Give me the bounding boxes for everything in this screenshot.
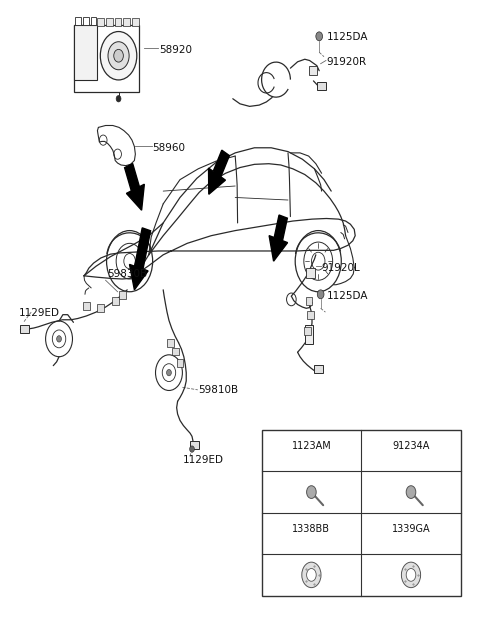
Polygon shape bbox=[130, 228, 151, 290]
Circle shape bbox=[406, 485, 416, 498]
Bar bbox=[317, 82, 326, 90]
Text: 1123AM: 1123AM bbox=[291, 441, 331, 451]
Bar bbox=[305, 325, 313, 344]
Bar bbox=[172, 348, 179, 355]
Text: 1129ED: 1129ED bbox=[182, 455, 223, 465]
Text: 1129ED: 1129ED bbox=[19, 308, 60, 318]
Circle shape bbox=[108, 42, 129, 70]
Circle shape bbox=[406, 568, 416, 581]
Polygon shape bbox=[208, 150, 229, 194]
Text: 1338BB: 1338BB bbox=[292, 524, 330, 534]
Circle shape bbox=[316, 32, 323, 41]
Polygon shape bbox=[125, 164, 144, 210]
Circle shape bbox=[307, 568, 316, 581]
Bar bbox=[112, 297, 119, 305]
Bar bbox=[123, 18, 130, 26]
Bar bbox=[83, 17, 89, 25]
Bar bbox=[306, 297, 312, 305]
Bar bbox=[106, 18, 113, 26]
Text: 58960: 58960 bbox=[153, 143, 186, 153]
Circle shape bbox=[317, 290, 324, 299]
Circle shape bbox=[114, 50, 123, 62]
Text: 91234A: 91234A bbox=[392, 441, 430, 451]
Text: 59810B: 59810B bbox=[198, 385, 239, 396]
Circle shape bbox=[100, 31, 137, 80]
Bar bbox=[83, 302, 90, 310]
Bar bbox=[304, 327, 311, 335]
Circle shape bbox=[116, 96, 121, 102]
Bar bbox=[119, 291, 126, 299]
Bar bbox=[91, 17, 96, 25]
Bar bbox=[20, 325, 29, 333]
Circle shape bbox=[307, 485, 316, 498]
FancyBboxPatch shape bbox=[74, 25, 97, 80]
Text: 91920R: 91920R bbox=[326, 57, 367, 67]
Bar bbox=[115, 18, 121, 26]
Circle shape bbox=[302, 562, 321, 587]
Bar bbox=[75, 17, 81, 25]
Text: 1339GA: 1339GA bbox=[392, 524, 430, 534]
Circle shape bbox=[167, 369, 171, 376]
Text: 58920: 58920 bbox=[159, 45, 192, 55]
FancyBboxPatch shape bbox=[74, 25, 139, 92]
Bar bbox=[309, 66, 317, 75]
Bar bbox=[167, 339, 174, 347]
Bar bbox=[190, 441, 199, 449]
Circle shape bbox=[190, 446, 194, 452]
Text: 1125DA: 1125DA bbox=[326, 32, 368, 42]
Bar bbox=[132, 18, 139, 26]
Bar bbox=[262, 430, 461, 596]
Text: 91920L: 91920L bbox=[322, 263, 360, 273]
Text: 59830B: 59830B bbox=[108, 269, 148, 279]
Bar bbox=[306, 268, 315, 278]
Bar bbox=[97, 18, 104, 26]
Bar bbox=[307, 311, 314, 319]
Bar bbox=[314, 365, 323, 373]
Circle shape bbox=[57, 336, 61, 342]
Polygon shape bbox=[269, 215, 288, 261]
Bar bbox=[97, 304, 104, 312]
Text: 1125DA: 1125DA bbox=[326, 291, 368, 301]
Bar bbox=[177, 359, 183, 367]
Circle shape bbox=[401, 562, 420, 587]
